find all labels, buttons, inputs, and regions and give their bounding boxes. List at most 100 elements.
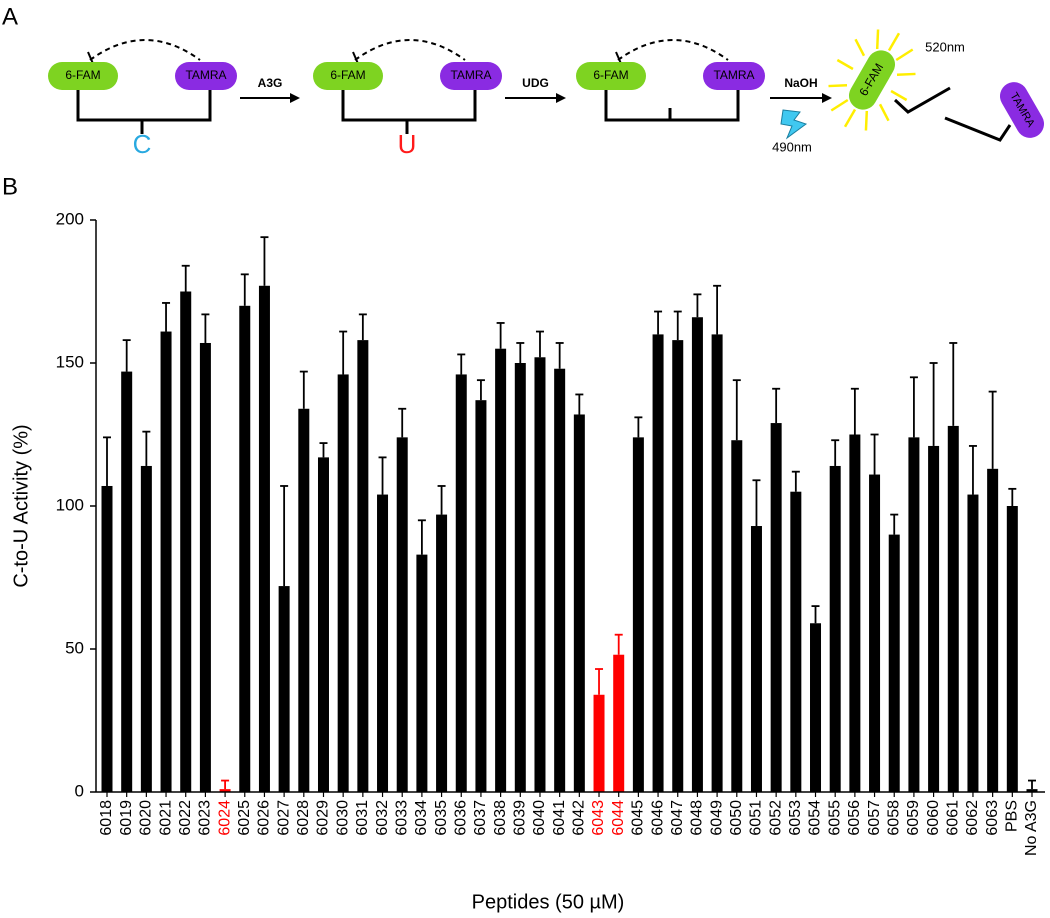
arrow-head bbox=[556, 93, 566, 103]
bar bbox=[180, 291, 192, 792]
bar bbox=[495, 348, 507, 792]
quench-arc bbox=[617, 39, 729, 61]
x-tick-label: 6018 bbox=[98, 800, 115, 836]
x-tick-label: 6035 bbox=[433, 800, 450, 836]
bar bbox=[908, 437, 920, 792]
arrow-head bbox=[822, 93, 832, 103]
x-tick-label: 6019 bbox=[118, 800, 135, 836]
fluorophore-label: 6-FAM bbox=[65, 68, 100, 82]
fluorophore bbox=[175, 62, 237, 90]
bar bbox=[1026, 789, 1038, 792]
x-tick-label: 6038 bbox=[492, 800, 509, 836]
panel-label: B bbox=[2, 173, 18, 200]
y-tick-label: 100 bbox=[56, 495, 84, 514]
y-tick-label: 150 bbox=[56, 352, 84, 371]
bar bbox=[593, 694, 605, 792]
bar bbox=[436, 514, 448, 792]
bar bbox=[928, 445, 940, 792]
bar bbox=[357, 340, 369, 792]
bar bbox=[711, 334, 723, 792]
x-tick-label: 6057 bbox=[866, 800, 883, 836]
x-tick-label: PBS bbox=[1004, 800, 1021, 832]
ray bbox=[854, 38, 866, 57]
x-tick-label: 6027 bbox=[275, 800, 292, 836]
ray bbox=[890, 89, 908, 102]
step-label: NaOH bbox=[784, 76, 817, 90]
base-label: C bbox=[133, 129, 152, 159]
bar bbox=[1006, 506, 1018, 792]
dna-fragment bbox=[893, 86, 951, 114]
released-donor: 6-FAM bbox=[828, 29, 916, 131]
bar bbox=[967, 494, 979, 792]
bar bbox=[239, 305, 251, 792]
ray bbox=[864, 110, 869, 131]
x-tick-label: 6055 bbox=[826, 800, 843, 836]
x-tick-label: 6040 bbox=[531, 800, 548, 836]
bar bbox=[869, 474, 881, 792]
x-tick-label: 6025 bbox=[236, 800, 253, 836]
fluorophore-label: TAMRA bbox=[450, 68, 491, 82]
step-label: UDG bbox=[522, 76, 549, 90]
dna-strand bbox=[76, 90, 212, 122]
x-tick-label: 6041 bbox=[551, 800, 568, 836]
bar bbox=[140, 465, 152, 792]
bar bbox=[475, 400, 487, 792]
bar bbox=[101, 485, 113, 792]
bar bbox=[888, 534, 900, 792]
bar bbox=[258, 285, 270, 792]
fluorophore bbox=[576, 62, 646, 90]
bar bbox=[455, 374, 467, 792]
bar bbox=[810, 623, 822, 792]
ray bbox=[887, 32, 901, 52]
x-tick-label: 6037 bbox=[472, 800, 489, 836]
ray bbox=[828, 83, 848, 88]
bar bbox=[829, 465, 841, 792]
x-tick-label: 6060 bbox=[925, 800, 942, 836]
x-tick-label: 6044 bbox=[610, 800, 627, 836]
dna-strand bbox=[604, 90, 740, 122]
x-tick-label: 6053 bbox=[787, 800, 804, 836]
bar bbox=[416, 554, 428, 792]
x-tick-label: 6056 bbox=[846, 800, 863, 836]
bar bbox=[652, 334, 664, 792]
ray bbox=[895, 48, 914, 62]
y-tick-label: 50 bbox=[65, 638, 84, 657]
bar bbox=[632, 437, 644, 792]
x-tick-label: 6059 bbox=[905, 800, 922, 836]
base-label: U bbox=[398, 129, 417, 159]
x-tick-label: 6039 bbox=[512, 800, 529, 836]
bar bbox=[298, 408, 310, 792]
y-tick-label: 0 bbox=[75, 781, 84, 800]
ray bbox=[843, 108, 857, 128]
x-tick-label: 6058 bbox=[885, 800, 902, 836]
x-tick-label: 6046 bbox=[649, 800, 666, 836]
bar bbox=[121, 371, 133, 792]
dna-strand bbox=[341, 90, 477, 122]
x-tick-label: 6043 bbox=[590, 800, 607, 836]
panel-label: A bbox=[2, 3, 18, 30]
bar bbox=[396, 437, 408, 792]
fluorophore bbox=[703, 62, 765, 90]
x-tick-label: 6036 bbox=[452, 800, 469, 836]
bar bbox=[199, 342, 211, 792]
bar bbox=[750, 526, 762, 792]
bar bbox=[554, 368, 566, 792]
x-tick-label: 6042 bbox=[571, 800, 588, 836]
fluorophore-label: 6-FAM bbox=[593, 68, 628, 82]
bar bbox=[337, 374, 349, 792]
x-tick-label: 6020 bbox=[138, 800, 155, 836]
bar bbox=[219, 789, 231, 792]
bar bbox=[790, 491, 802, 792]
step-label: A3G bbox=[258, 76, 283, 90]
x-tick-label: 6061 bbox=[944, 800, 961, 836]
fluorophore bbox=[313, 62, 383, 90]
fluorophore-label: TAMRA bbox=[185, 68, 226, 82]
bar bbox=[987, 468, 999, 792]
bar bbox=[849, 434, 861, 792]
ray bbox=[836, 58, 854, 71]
bar bbox=[691, 317, 703, 792]
quench-arc bbox=[354, 39, 466, 61]
y-tick-label: 200 bbox=[56, 209, 84, 228]
bar bbox=[317, 457, 329, 792]
